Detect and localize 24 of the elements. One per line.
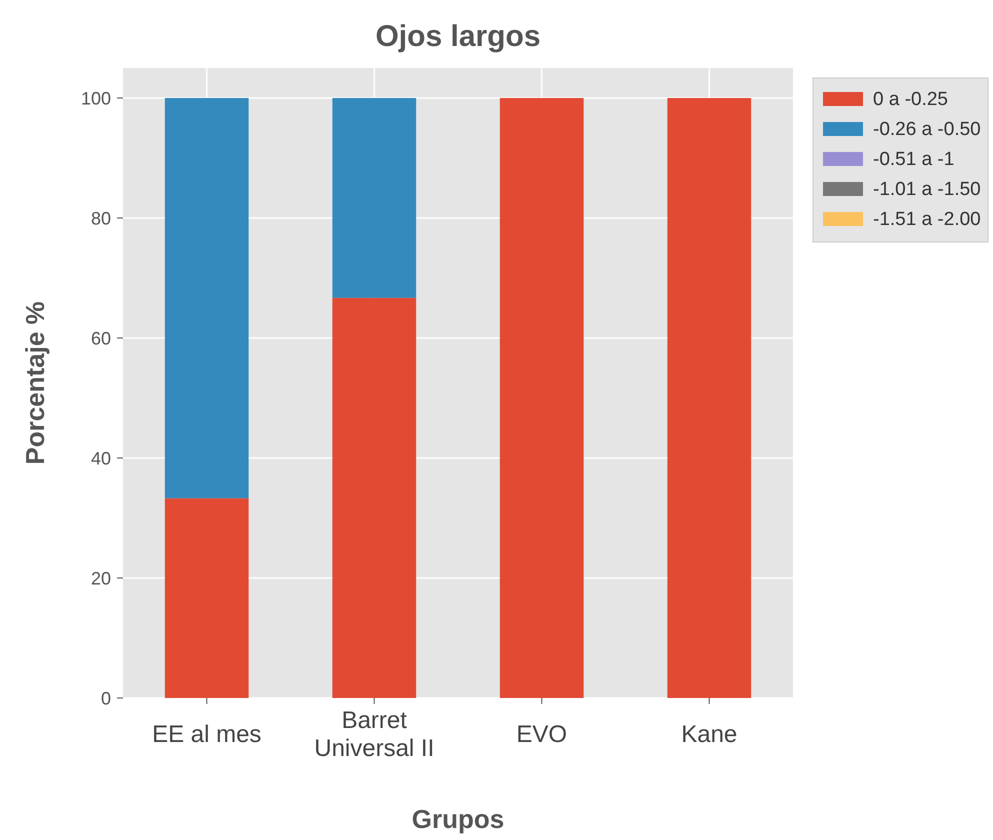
x-tick-label: EE al mes [152,721,262,748]
chart-title: Ojos largos [375,20,541,53]
bar [667,98,752,698]
legend-label: -1.01 a -1.50 [873,179,981,200]
bar [164,98,249,498]
legend-label: -1.51 a -2.00 [873,209,981,230]
x-tick-label: Kane [681,721,738,748]
x-axis-title: Grupos [412,804,504,834]
legend-label: 0 a -0.25 [873,89,948,110]
y-tick-label: 100 [80,88,111,108]
bar [332,298,416,698]
legend-label: -0.51 a -1 [873,149,954,170]
y-tick-label: 80 [90,208,111,228]
x-tick-label: EVO [516,721,568,748]
legend-label: -0.26 a -0.50 [873,119,981,140]
y-axis-title: Porcentaje % [20,301,50,465]
y-tick-label: 40 [90,448,111,468]
bar [164,498,249,698]
x-tick-label: Barret Universal II [314,707,434,762]
bar [332,98,416,298]
y-tick-label: 0 [100,688,111,708]
y-tick-label: 60 [90,328,111,348]
y-tick-label: 20 [90,568,111,588]
bar [500,98,584,698]
